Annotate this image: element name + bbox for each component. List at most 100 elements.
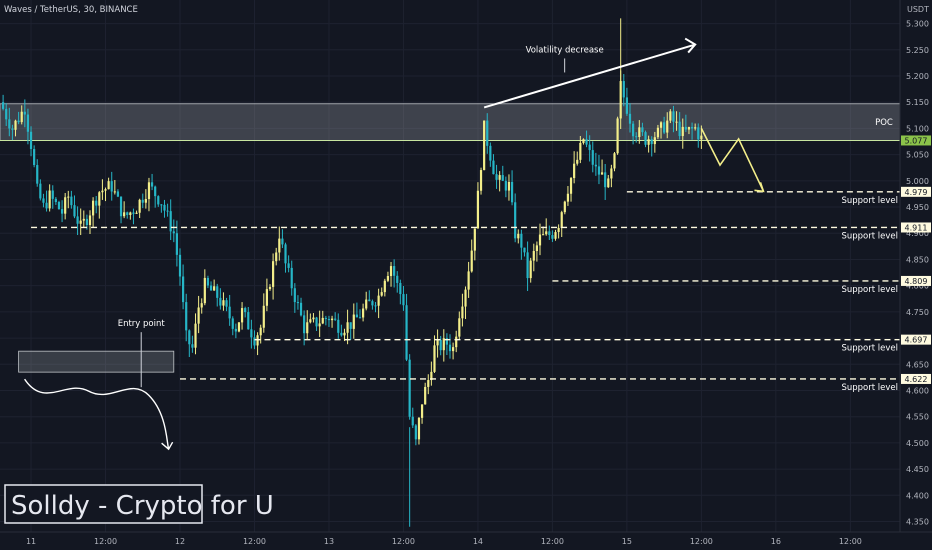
candle-bear	[402, 294, 405, 306]
candle-bull	[619, 81, 622, 119]
time-tick-label: 12	[175, 537, 185, 546]
candle-bear	[110, 181, 113, 192]
candle-bear	[116, 191, 120, 197]
candle-bull	[427, 380, 430, 387]
candle-bull	[461, 306, 464, 319]
time-axis[interactable]	[0, 532, 932, 550]
candle-bear	[70, 196, 73, 206]
candle-bull	[306, 322, 309, 334]
support-label: Support level	[841, 383, 898, 393]
candle-bear	[591, 150, 594, 165]
candle-bear	[408, 359, 411, 417]
support-price-tag	[901, 275, 931, 286]
candle-bull	[579, 142, 582, 160]
time-tick-label: 12:00	[392, 537, 415, 546]
candle-bear	[141, 199, 144, 203]
time-tick-label: 15	[622, 537, 632, 546]
candle-bull	[197, 307, 200, 324]
candle-bull	[566, 193, 570, 202]
candle-bear	[253, 337, 256, 346]
price-axis-ticks: 5.300 5.250 5.200 5.150 5.100 5.050 5.000 4.950…	[906, 20, 929, 527]
support-price-tag-text: 4.809	[905, 277, 928, 286]
candle-bear	[175, 233, 178, 255]
candle-bull	[470, 250, 473, 272]
candle-bear	[501, 175, 504, 181]
candle-bull	[377, 295, 380, 306]
price-axis-tags: 4.979 4.911 4.809 4.697 4.622 5.077	[901, 135, 931, 384]
candle-bull	[535, 245, 538, 252]
candle-bear	[597, 166, 601, 175]
candle-bull	[659, 122, 663, 128]
candle-bear	[119, 196, 123, 217]
price-tick-label: 5.250	[906, 46, 929, 55]
candle-bear	[157, 196, 160, 205]
candle-bull	[20, 111, 23, 123]
candle-bull	[98, 192, 101, 206]
candle-bull	[681, 126, 684, 137]
candle-bull	[442, 338, 445, 351]
support-label: Support level	[841, 231, 898, 241]
candle-bear	[228, 306, 231, 319]
candle-bear	[520, 233, 523, 248]
candle-bear	[287, 263, 290, 268]
candle-bear	[371, 301, 374, 306]
candle-bull	[517, 233, 520, 239]
candle-bear	[510, 182, 514, 203]
candle-bear	[247, 312, 250, 330]
candle-bear	[166, 210, 169, 212]
candle-bull	[213, 286, 216, 291]
candle-bear	[548, 231, 551, 236]
candle-bull	[389, 266, 393, 277]
candle-bull	[542, 234, 545, 236]
candle-bull	[656, 127, 660, 138]
candle-bull	[262, 305, 265, 328]
time-tick-label: 14	[473, 537, 483, 546]
candle-bull	[529, 260, 532, 279]
price-tick-label: 4.500	[906, 439, 929, 448]
candle-bull	[576, 159, 579, 164]
candle-bull	[669, 111, 672, 121]
candle-bear	[399, 282, 402, 295]
watermark-text: Solldy - Crypto for U	[11, 491, 274, 521]
price-tick-label: 5.300	[906, 20, 929, 29]
candle-bull	[352, 314, 355, 329]
candle-bull	[554, 232, 557, 239]
candle-bull	[653, 137, 656, 145]
candle-bear	[182, 276, 185, 303]
candle-bull	[343, 332, 346, 336]
candle-bear	[85, 218, 88, 226]
price-tick-label: 4.400	[906, 491, 929, 500]
candle-bear	[154, 186, 157, 197]
candle-bear	[349, 322, 352, 329]
candle-bull	[473, 228, 476, 251]
candle-bull	[268, 286, 272, 290]
candle-bear	[172, 231, 175, 234]
candle-bear	[54, 198, 57, 203]
candle-bull	[610, 168, 613, 179]
candle-bull	[107, 181, 110, 190]
candle-bear	[17, 120, 20, 123]
candle-bull	[330, 318, 334, 321]
candle-bull	[278, 238, 281, 253]
candle-bear	[234, 328, 237, 332]
candle-bull	[138, 199, 141, 213]
candle-bear	[594, 164, 597, 167]
candle-bear	[185, 302, 188, 331]
candle-bull	[532, 251, 535, 261]
candle-bear	[206, 277, 210, 286]
candle-bear	[299, 302, 303, 316]
candle-bull	[309, 319, 312, 323]
candle-bull	[476, 190, 480, 229]
candle-bear	[551, 235, 554, 239]
poc-zone: POC	[0, 103, 901, 141]
candle-bull	[563, 201, 566, 213]
price-axis[interactable]	[900, 0, 932, 532]
candle-bull	[365, 299, 368, 309]
candle-bear	[160, 204, 163, 206]
watermark-box	[4, 484, 203, 524]
candle-bear	[641, 127, 644, 133]
candle-bull	[613, 153, 616, 169]
price-tick-label: 4.350	[906, 518, 929, 527]
candle-bull	[222, 300, 225, 306]
